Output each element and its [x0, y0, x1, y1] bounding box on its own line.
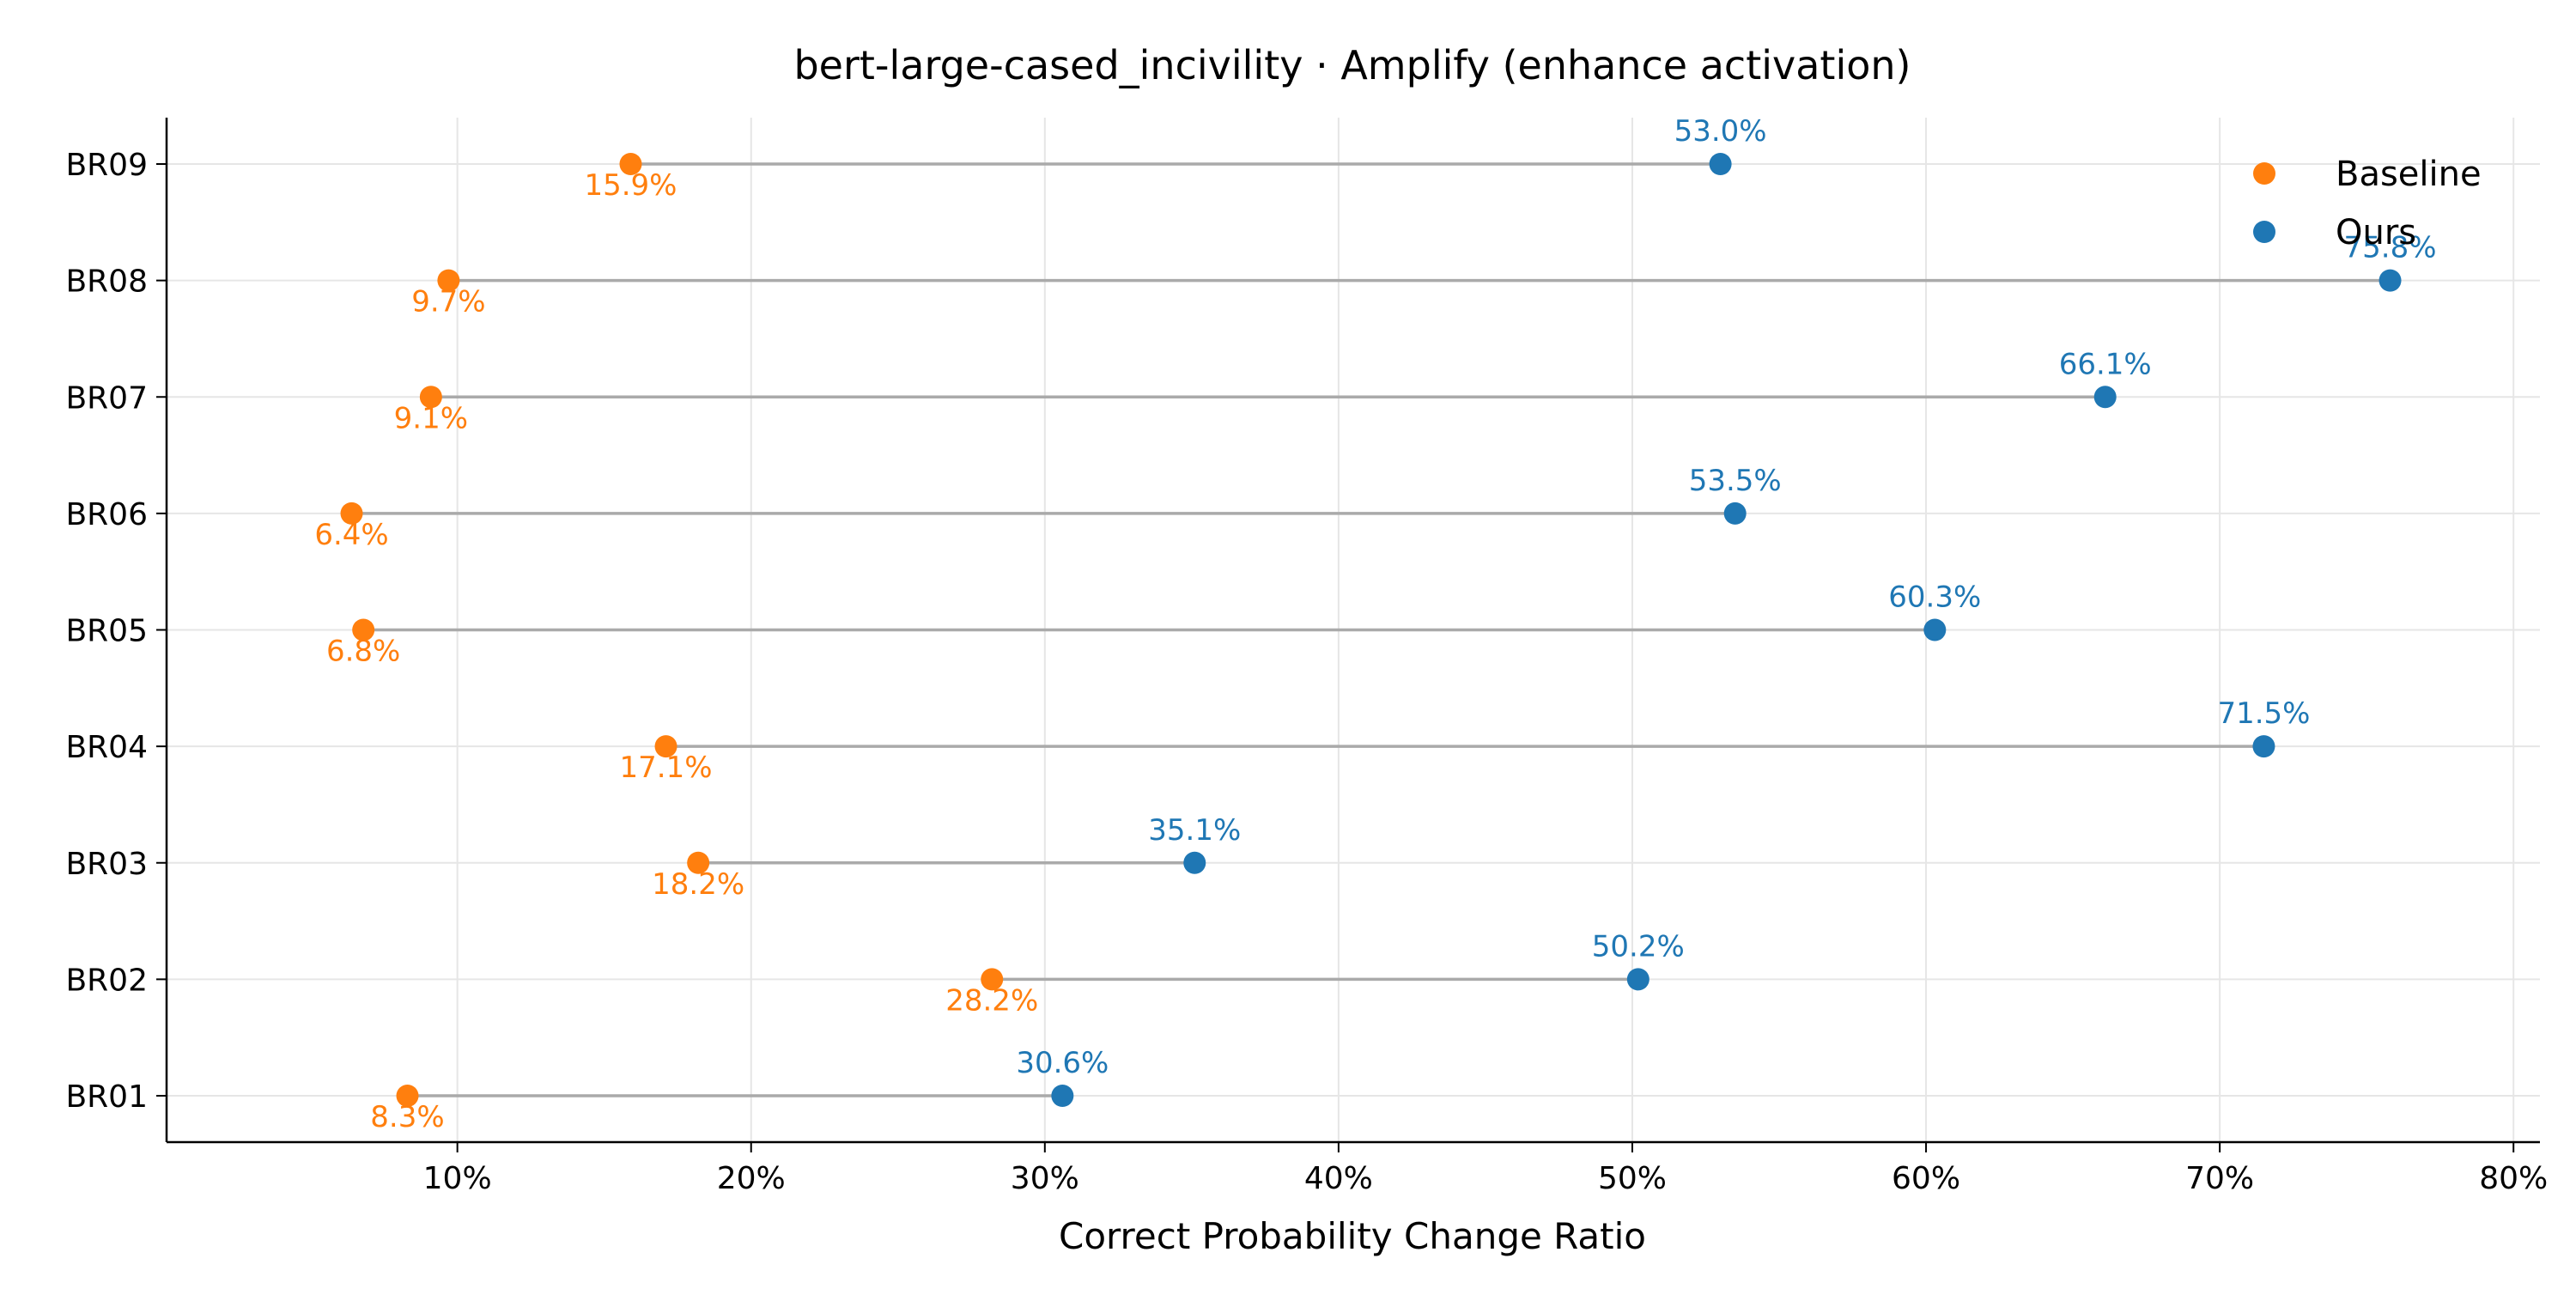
chart-title: bert-large-cased_incivility · Amplify (e…: [793, 42, 1911, 88]
x-tick-label: 70%: [2185, 1161, 2254, 1196]
ours-point: [1709, 153, 1732, 175]
ours-point: [1626, 968, 1649, 991]
x-tick-label: 10%: [423, 1161, 492, 1196]
baseline-point: [340, 502, 363, 525]
ours-value-label: 71.5%: [2217, 696, 2310, 731]
ours-point: [2379, 269, 2402, 292]
baseline-point: [619, 153, 642, 175]
legend-label: Ours: [2336, 213, 2416, 252]
legend-label: Baseline: [2336, 155, 2482, 194]
baseline-point: [419, 386, 442, 409]
baseline-value-label: 18.2%: [652, 867, 744, 902]
legend: Baseline Ours: [2253, 155, 2482, 252]
baseline-value-label: 6.8%: [326, 635, 400, 669]
y-tick-label: BR03: [65, 847, 148, 882]
y-tick-label: BR01: [65, 1079, 148, 1115]
x-tick-label: 30%: [1011, 1161, 1079, 1196]
x-tick-label: 20%: [717, 1161, 786, 1196]
x-axis-label: Correct Probability Change Ratio: [1059, 1215, 1646, 1257]
baseline-point: [352, 618, 375, 641]
ours-point: [1183, 851, 1206, 874]
y-ticks: BR01 BR02 BR03 BR04 BR05 BR06 BR07 BR08 BR09: [65, 148, 167, 1115]
value-labels: 8.3% 30.6% 28.2% 50.2% 18.2% 35.1% 17.1% 71.5% 6…: [314, 114, 2436, 1134]
connector-lines: [351, 162, 2391, 1097]
y-tick-label: BR05: [65, 614, 148, 649]
baseline-value-label: 9.7%: [411, 285, 485, 319]
legend-marker: [2253, 162, 2275, 185]
ours-value-label: 66.1%: [2059, 347, 2152, 381]
x-ticks: 10% 20% 30% 40% 50% 60% 70% 80%: [423, 1142, 2548, 1196]
ours-point: [1923, 618, 1947, 641]
y-tick-label: BR06: [65, 497, 148, 532]
y-tick-label: BR09: [65, 148, 148, 183]
y-tick-label: BR08: [65, 264, 148, 300]
y-tick-label: BR07: [65, 380, 148, 416]
baseline-value-label: 28.2%: [945, 983, 1038, 1018]
ours-value-label: 60.3%: [1888, 581, 1981, 615]
y-tick-label: BR02: [65, 963, 148, 998]
ours-point: [2252, 735, 2275, 758]
legend-marker: [2253, 221, 2275, 243]
baseline-value-label: 9.1%: [394, 401, 468, 435]
ours-value-label: 53.5%: [1689, 464, 1782, 498]
baseline-value-label: 8.3%: [370, 1100, 444, 1134]
x-tick-label: 80%: [2479, 1161, 2548, 1196]
baseline-value-label: 15.9%: [584, 168, 677, 203]
baseline-point: [437, 269, 460, 292]
baseline-value-label: 17.1%: [620, 751, 713, 785]
ours-value-label: 53.0%: [1674, 114, 1767, 149]
ours-value-label: 75.8%: [2344, 231, 2437, 265]
ours-value-label: 35.1%: [1148, 813, 1241, 848]
baseline-point: [654, 735, 677, 758]
baseline-point: [981, 968, 1004, 991]
ours-point: [1051, 1085, 1074, 1107]
y-tick-label: BR04: [65, 730, 148, 765]
ours-point: [1723, 502, 1747, 525]
ours-value-label: 50.2%: [1592, 929, 1685, 964]
baseline-point: [396, 1085, 419, 1107]
ours-value-label: 30.6%: [1016, 1046, 1109, 1080]
x-tick-label: 50%: [1598, 1161, 1667, 1196]
data-points: [340, 153, 2402, 1107]
x-tick-label: 40%: [1304, 1161, 1373, 1196]
ours-point: [2093, 386, 2117, 409]
baseline-value-label: 6.4%: [314, 518, 388, 552]
x-tick-label: 60%: [1892, 1161, 1960, 1196]
baseline-point: [687, 851, 710, 874]
